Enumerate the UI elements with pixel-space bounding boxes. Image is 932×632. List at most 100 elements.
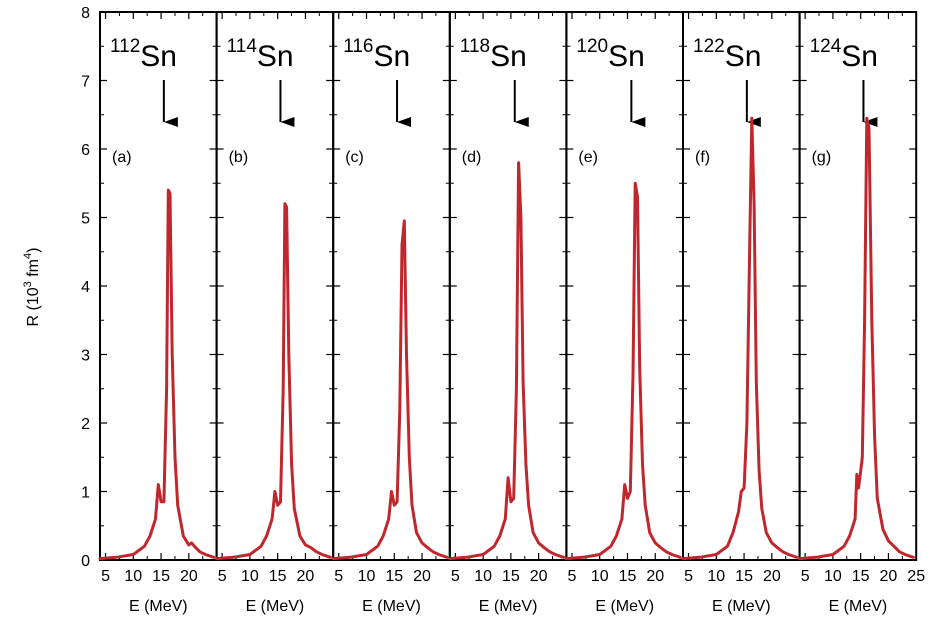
nucleus-label: 124Sn bbox=[810, 36, 878, 73]
x-tick-label-15: 15 bbox=[735, 568, 753, 585]
panel-tag: (a) bbox=[112, 149, 132, 166]
x-tick-label-5: 5 bbox=[218, 568, 227, 585]
x-tick-label-5: 5 bbox=[334, 568, 343, 585]
nucleus-mass: 124 bbox=[810, 36, 842, 57]
nucleus-mass: 120 bbox=[576, 36, 608, 57]
x-tick-label-10: 10 bbox=[124, 568, 142, 585]
x-tick-label-10: 10 bbox=[824, 568, 842, 585]
x-axis-label: E (MeV) bbox=[362, 598, 421, 615]
nucleus-mass: 116 bbox=[343, 36, 373, 57]
x-tick-label-20: 20 bbox=[180, 568, 198, 585]
y-tick-label-0: 0 bbox=[81, 553, 90, 570]
y-tick-label-1: 1 bbox=[81, 485, 90, 502]
panel-e: 5 10 15 20 E (MeV) 120Sn (e) bbox=[564, 11, 685, 615]
x-tick-label-15: 15 bbox=[502, 568, 520, 585]
nucleus-element: Sn bbox=[608, 40, 645, 73]
nucleus-label: 122Sn bbox=[693, 36, 761, 73]
series-line bbox=[331, 219, 449, 561]
y-axis-label-text: R (103 fm4) bbox=[22, 248, 42, 327]
x-axis-label: E (MeV) bbox=[129, 598, 188, 615]
panel-tag: (e) bbox=[578, 149, 598, 166]
x-tick-label-15: 15 bbox=[269, 568, 287, 585]
nucleus-element: Sn bbox=[373, 40, 410, 73]
nucleus-label: 116Sn bbox=[343, 36, 410, 73]
nucleus-element: Sn bbox=[725, 40, 762, 73]
y-tick-label-8: 8 bbox=[81, 5, 90, 22]
ylabel-main: R (10 bbox=[25, 287, 42, 326]
y-tick-label-7: 7 bbox=[81, 74, 90, 91]
nucleus-mass: 114 bbox=[227, 36, 258, 57]
ylabel-sup2: 4 bbox=[22, 253, 34, 259]
x-tick-label-5: 5 bbox=[567, 568, 576, 585]
x-tick-label-5: 5 bbox=[801, 568, 810, 585]
panel-tag: (b) bbox=[229, 149, 249, 166]
nucleus-element: Sn bbox=[140, 40, 177, 73]
nucleus-label: 118Sn bbox=[460, 36, 527, 73]
series-line bbox=[564, 181, 682, 561]
panel-frame bbox=[332, 11, 451, 561]
series-line bbox=[98, 188, 216, 561]
x-tick-label-15: 15 bbox=[852, 568, 870, 585]
x-tick-label-20: 20 bbox=[880, 568, 898, 585]
x-tick-label-20: 20 bbox=[413, 568, 431, 585]
nucleus-element: Sn bbox=[490, 40, 527, 73]
ylabel-unit: fm bbox=[25, 259, 42, 281]
nucleus-mass: 122 bbox=[693, 36, 725, 57]
nucleus-label: 112Sn bbox=[110, 36, 177, 73]
series-line bbox=[798, 116, 915, 561]
x-tick-label-20: 20 bbox=[763, 568, 781, 585]
panel-frame bbox=[215, 11, 335, 561]
x-axis-label: E (MeV) bbox=[829, 598, 888, 615]
x-tick-label-25: 25 bbox=[907, 568, 925, 585]
panel-c: 5 10 15 20 E (MeV) 116Sn (c) bbox=[331, 11, 451, 615]
x-axis-label: E (MeV) bbox=[479, 598, 538, 615]
x-axis-label: E (MeV) bbox=[595, 598, 654, 615]
x-tick-label-5: 5 bbox=[451, 568, 460, 585]
series-line bbox=[215, 202, 332, 561]
x-tick-label-5: 5 bbox=[101, 568, 110, 585]
y-tick-label-6: 6 bbox=[81, 142, 90, 159]
panels: 5 10 15 20E (MeV)112Sn(a)5 10 15 20E (MeV)114S… bbox=[98, 11, 925, 615]
x-tick-label-15: 15 bbox=[385, 568, 403, 585]
panel-tag: (d) bbox=[462, 149, 482, 166]
panel-d: 5 10 15 20 E (MeV) 118Sn (d) bbox=[448, 11, 568, 615]
x-tick-label-15: 15 bbox=[619, 568, 637, 585]
nucleus-element: Sn bbox=[257, 40, 294, 73]
nucleus-label: 114Sn bbox=[227, 36, 294, 73]
nucleus-label: 120Sn bbox=[576, 36, 644, 73]
nucleus-element: Sn bbox=[841, 40, 878, 73]
y-tick-label-3: 3 bbox=[81, 348, 90, 365]
panel-b: 5 10 15 20 E (MeV) 114Sn (b) bbox=[215, 11, 335, 615]
x-tick-label-10: 10 bbox=[707, 568, 725, 585]
x-tick-label-20: 20 bbox=[646, 568, 664, 585]
y-tick-label-4: 4 bbox=[81, 279, 90, 296]
panel-f: 5 10 15 20 E (MeV) 122Sn (f) bbox=[681, 11, 801, 615]
x-axis-label: E (MeV) bbox=[712, 598, 771, 615]
panel-tag: (g) bbox=[812, 149, 832, 166]
panel-tag: (f) bbox=[695, 149, 710, 166]
x-tick-label-5: 5 bbox=[684, 568, 693, 585]
y-tick-label-5: 5 bbox=[81, 211, 90, 228]
x-tick-label-15: 15 bbox=[152, 568, 170, 585]
x-tick-label-20: 20 bbox=[530, 568, 548, 585]
panel-tag: (c) bbox=[345, 149, 364, 166]
ylabel-close: ) bbox=[25, 248, 42, 253]
x-tick-label-10: 10 bbox=[241, 568, 259, 585]
panel-frame bbox=[682, 11, 801, 561]
y-tick-label-2: 2 bbox=[81, 416, 90, 433]
nucleus-mass: 118 bbox=[460, 36, 490, 57]
panel-frame bbox=[565, 11, 685, 561]
x-tick-label-10: 10 bbox=[474, 568, 492, 585]
x-axis-label: E (MeV) bbox=[246, 598, 305, 615]
x-tick-label-10: 10 bbox=[358, 568, 376, 585]
panel-g: 5 10 15 20 25 E (MeV) 124Sn (g) bbox=[798, 11, 925, 615]
nucleus-mass: 112 bbox=[110, 36, 140, 57]
panel-a: 5 10 15 20 E (MeV) 112Sn (a) bbox=[98, 11, 218, 615]
series-line bbox=[448, 161, 566, 561]
ylabel-sup: 3 bbox=[22, 281, 34, 287]
x-tick-label-20: 20 bbox=[297, 568, 315, 585]
series-line bbox=[681, 116, 799, 561]
panel-frame bbox=[99, 11, 218, 561]
y-axis-label: R (103 fm4) bbox=[22, 248, 42, 327]
